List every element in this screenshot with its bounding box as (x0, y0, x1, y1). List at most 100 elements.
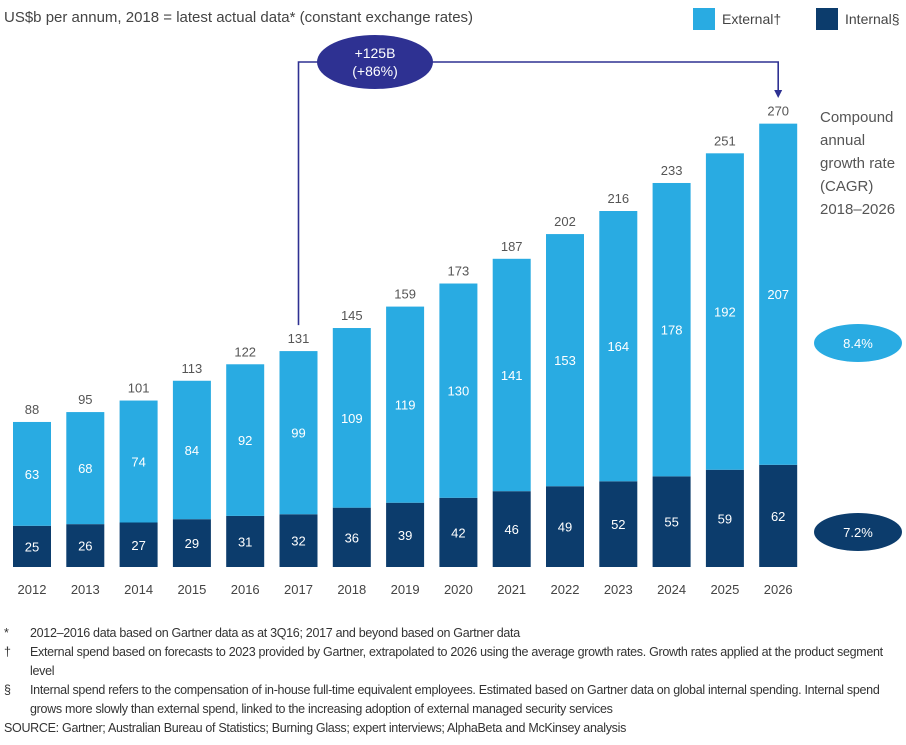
label-total-2017: 131 (288, 331, 310, 346)
bar-internal-2023 (599, 481, 638, 567)
legend-swatch-external (693, 8, 715, 30)
x-tick-2022: 2022 (551, 582, 580, 597)
label-total-2012: 88 (25, 402, 39, 417)
bar-external-2012 (13, 421, 51, 526)
bar-external-2021 (492, 258, 531, 492)
x-tick-2015: 2015 (177, 582, 206, 597)
label-total-2018: 145 (341, 308, 363, 323)
label-internal-2012: 25 (25, 539, 39, 554)
footnotes: * 2012–2016 data based on Gartner data as… (4, 624, 904, 738)
bar-external-2023 (599, 211, 638, 482)
x-tick-2024: 2024 (657, 582, 686, 597)
label-external-2021: 141 (501, 368, 523, 383)
bar-external-2019 (386, 306, 425, 503)
cagr-label-line: (CAGR) (820, 178, 873, 195)
label-external-2016: 92 (238, 433, 252, 448)
label-internal-2016: 31 (238, 534, 252, 549)
label-external-2026: 207 (767, 287, 789, 302)
label-internal-2019: 39 (398, 528, 412, 543)
x-tick-2026: 2026 (764, 582, 793, 597)
x-tick-2014: 2014 (124, 582, 153, 597)
label-internal-2014: 27 (131, 538, 145, 553)
bar-internal-2013 (66, 524, 105, 567)
bar-external-2022 (546, 234, 584, 487)
label-internal-2023: 52 (611, 517, 625, 532)
bar-internal-2014 (119, 522, 158, 567)
growth-bubble (317, 35, 433, 89)
label-external-2019: 119 (395, 398, 416, 413)
bar-external-2017 (279, 351, 318, 515)
x-tick-2012: 2012 (18, 582, 47, 597)
x-tick-2023: 2023 (604, 582, 633, 597)
bar-external-2026 (759, 123, 798, 465)
label-internal-2015: 29 (185, 536, 199, 551)
bar-internal-2012 (13, 525, 51, 567)
arrow-down-icon (774, 90, 783, 98)
label-internal-2013: 26 (78, 539, 92, 554)
x-tick-2020: 2020 (444, 582, 473, 597)
footnote: * 2012–2016 data based on Gartner data as… (4, 626, 520, 640)
cagr-internal-value: 7.2% (843, 525, 873, 540)
bar-external-2016 (226, 364, 265, 516)
source-note: SOURCE: Gartner; Australian Bureau of St… (4, 721, 627, 735)
cagr-label-line: Compound (820, 109, 893, 126)
bar-external-2024 (652, 182, 691, 477)
bar-internal-2015 (172, 519, 211, 567)
bar-internal-2017 (279, 514, 318, 567)
bar-internal-2020 (439, 497, 478, 567)
label-total-2019: 159 (394, 287, 416, 302)
label-external-2012: 63 (25, 467, 39, 482)
x-tick-2018: 2018 (337, 582, 366, 597)
label-total-2021: 187 (501, 239, 523, 254)
bar-external-2014 (119, 400, 158, 523)
label-external-2014: 74 (131, 455, 145, 470)
growth-bracket-line (297, 61, 780, 326)
bar-external-2018 (332, 328, 371, 508)
label-internal-2026: 62 (771, 509, 785, 524)
legend-swatch-internal (816, 8, 838, 30)
label-total-2013: 95 (78, 392, 92, 407)
cagr-external-value: 8.4% (843, 336, 873, 351)
label-total-2022: 202 (554, 214, 576, 229)
bar-internal-2021 (492, 491, 531, 567)
label-external-2013: 68 (78, 461, 92, 476)
legend-label-internal: Internal§ (845, 11, 899, 27)
x-tick-2021: 2021 (497, 582, 526, 597)
footnote: § Internal spend refers to the compensati… (4, 683, 880, 716)
x-tick-2013: 2013 (71, 582, 100, 597)
bar-external-2015 (172, 380, 211, 520)
bar-internal-2022 (546, 486, 584, 567)
label-external-2015: 84 (185, 443, 199, 458)
x-tick-2016: 2016 (231, 582, 260, 597)
footnote: † External spend based on forecasts to 20… (4, 645, 883, 678)
label-internal-2024: 55 (664, 515, 678, 530)
label-internal-2020: 42 (451, 525, 465, 540)
bar-internal-2019 (386, 502, 425, 567)
bar-internal-2026 (759, 464, 798, 567)
label-total-2023: 216 (607, 191, 629, 206)
growth-amount: +125B (355, 45, 396, 61)
x-tick-2025: 2025 (710, 582, 739, 597)
label-total-2016: 122 (234, 344, 256, 359)
label-total-2015: 113 (182, 361, 203, 376)
x-tick-2019: 2019 (391, 582, 420, 597)
growth-percent: (+86%) (352, 63, 398, 79)
cagr-label-line: 2018–2026 (820, 201, 895, 218)
cagr-internal-bubble (814, 513, 902, 551)
label-total-2025: 251 (714, 133, 736, 148)
label-internal-2017: 32 (291, 534, 305, 549)
label-total-2026: 270 (767, 104, 789, 119)
x-tick-2017: 2017 (284, 582, 313, 597)
label-internal-2025: 59 (718, 511, 732, 526)
stacked-bar-chart: US$b per annum, 2018 = latest actual dat… (4, 8, 902, 597)
label-external-2024: 178 (661, 323, 683, 338)
chart-subtitle: US$b per annum, 2018 = latest actual dat… (4, 9, 473, 26)
label-internal-2022: 49 (558, 520, 572, 535)
bar-internal-2016 (226, 515, 265, 567)
label-internal-2018: 36 (345, 530, 359, 545)
label-total-2014: 101 (128, 381, 150, 396)
bar-external-2013 (66, 412, 105, 525)
label-external-2023: 164 (607, 339, 629, 354)
label-internal-2021: 46 (504, 522, 518, 537)
